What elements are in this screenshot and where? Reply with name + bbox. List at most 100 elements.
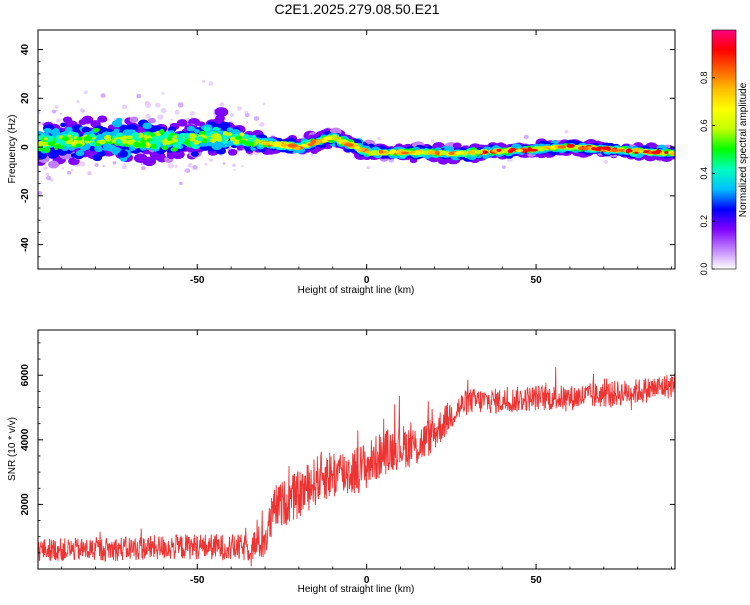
spectral-speckle [122,104,128,110]
spectral-cell [113,128,120,133]
spectral-speckle [43,166,48,171]
colorbar-ticks: 0.0 0.2 0.4 0.6 0.8 [699,72,715,276]
spectral-blob [209,138,217,143]
spectral-peak [307,143,314,147]
x-tick-label: 50 [531,275,543,286]
spectral-blob [61,136,70,141]
spectral-blob [223,136,228,141]
x-tick-label: 0 [364,575,370,586]
spectral-blob [90,141,96,147]
spectral-blob [222,140,228,145]
spectral-speckle [155,102,161,108]
spectral-peak [427,150,438,155]
spectral-blob [83,136,91,141]
spectral-speckle [136,93,142,99]
snr-axes: -50 0 50 2000 4000 6000 [20,330,675,586]
spectral-blob [89,133,96,138]
spectral-blob [54,138,62,144]
spectral-blob [68,137,74,144]
spectrogram-heatmap [38,79,675,196]
spectral-speckle [190,116,193,119]
spectral-speckle [377,136,381,141]
spectral-peak [591,147,597,151]
spectral-cell [99,139,106,145]
colorbar-tick-label: 0.0 [699,263,709,276]
spectral-cell [190,151,199,157]
spectral-peak [310,139,316,145]
spectral-speckle [201,79,206,83]
spectral-blob [121,137,127,144]
spectral-speckle [100,93,106,98]
spectral-cell [186,125,196,132]
spectral-speckle [564,129,569,134]
spectral-blob [47,141,56,146]
snr-series-line [38,367,675,567]
spectral-cell [66,149,72,154]
spectral-peak [577,146,584,151]
spectral-speckle [244,110,248,114]
spectral-speckle [79,108,85,112]
spectral-speckle [183,169,188,173]
spectral-speckle [67,170,72,175]
spectrogram-xlabel: Height of straight line (km) [298,285,415,296]
spectral-cell [215,136,223,142]
snr-panel: -50 0 50 2000 4000 6000 Height of straight li… [7,329,676,595]
colorbar-tick-label: 0.2 [699,215,709,228]
spectral-blob [54,144,59,150]
spectral-cell [142,122,152,130]
spectral-peak [601,146,611,151]
x-tick-label: 50 [531,575,543,586]
spectral-blob [44,146,51,153]
spectral-cell [193,129,200,134]
spectral-blob [148,140,156,145]
spectral-speckle [145,102,152,109]
spectral-peak [315,139,323,143]
spectral-speckle [204,162,208,166]
spectral-peak [617,148,627,152]
spectral-cell [65,126,73,133]
x-tick-label: 0 [364,275,370,286]
spectral-speckle [38,191,43,196]
spectral-speckle [51,109,57,114]
spectral-speckle [366,165,371,170]
spectral-speckle [157,114,164,120]
spectral-speckle [141,166,146,171]
spectral-peak [448,151,455,155]
spectral-blob [179,136,186,143]
spectral-speckle [121,164,127,170]
spectral-blob [134,132,139,140]
spectral-cell [173,142,181,149]
snr-xlabel: Height of straight line (km) [298,584,415,595]
y-tick-label: 0 [20,144,31,150]
y-tick-label: 2000 [20,493,31,516]
colorbar-tick-label: 0.4 [699,167,709,180]
x-tick-label: -50 [190,575,205,586]
spectral-speckle [241,164,244,168]
spectral-peak [272,142,279,147]
spectral-speckle [244,113,250,118]
spectral-peak [287,143,297,148]
spectral-peak [480,150,489,155]
spectral-peak [664,151,669,155]
spectral-peak [454,151,464,155]
spectral-speckle [245,120,249,124]
spectral-speckle [189,111,195,116]
spectral-peak [541,145,552,149]
spectral-blob [201,138,208,144]
spectral-cell [38,136,43,141]
spectral-blob [145,144,151,149]
spectral-speckle [112,161,117,165]
spectral-blob [232,139,240,145]
spectral-peak [632,148,642,152]
spectral-blob [156,136,165,141]
spectral-peak [496,148,502,152]
spectral-cell [172,135,178,139]
spectral-cell [81,115,94,124]
spectral-speckle [310,153,314,157]
spectral-cell [179,132,186,138]
spectral-speckle [259,122,265,128]
spectral-speckle [208,81,214,86]
colorbar-frame [711,29,737,270]
colorbar-gradient [712,30,736,269]
spectral-cell [177,119,188,127]
